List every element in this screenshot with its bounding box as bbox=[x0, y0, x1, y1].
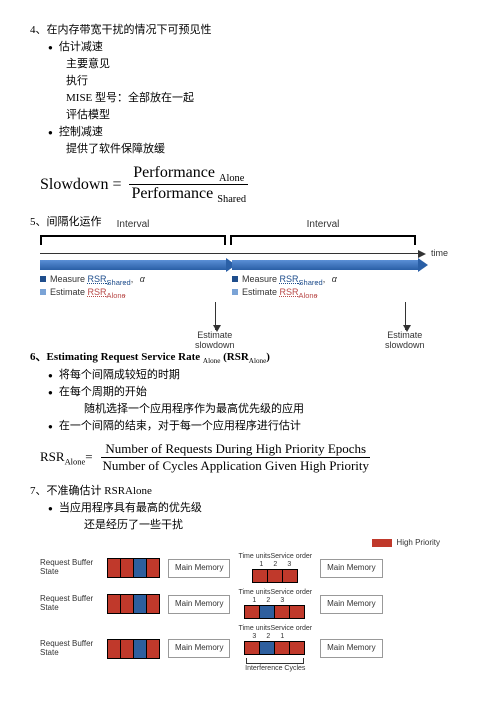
slow-label-1: Estimate slowdown bbox=[185, 330, 245, 350]
row-label: Request Buffer State bbox=[40, 595, 100, 613]
buffer-row: Request Buffer State Main Memory Time unit… bbox=[40, 553, 440, 583]
sec5-title: 5、间隔化运作 bbox=[30, 213, 470, 229]
interval-diagram: Interval Interval time Measure RSRShared… bbox=[40, 235, 420, 342]
rsr-formula: RSRAlone= Number of Requests During High… bbox=[40, 441, 470, 474]
buffer-row: Request Buffer State Main Memory Time unit… bbox=[40, 589, 440, 619]
memory-box: Main Memory bbox=[168, 639, 230, 658]
sec4-title: 4、在内存带宽干扰的情况下可预见性 bbox=[30, 21, 470, 37]
sec7-item: 当应用程序具有最高的优先级 bbox=[30, 499, 470, 515]
time-label: time bbox=[431, 248, 448, 258]
memory-box: Main Memory bbox=[168, 595, 230, 614]
memory-box: Main Memory bbox=[320, 559, 382, 578]
sec6-item-1: 在每个周期的开始 bbox=[30, 383, 470, 399]
sec7-subitem: 还是经历了一些干扰 bbox=[30, 516, 470, 532]
sec6-item-0: 将每个间隔成较短的时期 bbox=[30, 366, 470, 382]
sec4-item-1-sub0: 提供了软件保障放缓 bbox=[30, 140, 470, 156]
measure-col-1: Measure RSRShared, α Estimate RSRAlone bbox=[40, 274, 228, 300]
mid-col: Time unitsService order123 bbox=[238, 589, 312, 619]
formula-lhs: Slowdown = bbox=[40, 176, 121, 194]
interference-label: Interference Cycles bbox=[245, 665, 305, 672]
sec4-item-0-sub2: MISE 型号：全部放在一起 bbox=[30, 89, 470, 105]
memory-box: Main Memory bbox=[168, 559, 230, 578]
buffer-state bbox=[108, 558, 160, 578]
sec4-item-0-sub1: 执行 bbox=[30, 72, 470, 88]
measure-col-2: Measure RSRShared, α Estimate RSRAlone bbox=[232, 274, 420, 300]
high-priority-swatch bbox=[372, 539, 392, 547]
interval-label-2: Interval bbox=[307, 219, 340, 230]
interval-label-1: Interval bbox=[117, 219, 150, 230]
memory-box: Main Memory bbox=[320, 639, 382, 658]
buffer-state bbox=[108, 594, 160, 614]
memory-box: Main Memory bbox=[320, 595, 382, 614]
buffer-diagram: High Priority Request Buffer State Main M… bbox=[40, 538, 440, 672]
mid-col: Time unitsService order321Interference C… bbox=[238, 625, 312, 672]
mid-col: Time unitsService order123 bbox=[238, 553, 312, 583]
slow-label-2: Estimate slowdown bbox=[375, 330, 435, 350]
buffer-state bbox=[108, 639, 160, 659]
row-label: Request Buffer State bbox=[40, 559, 100, 577]
sec6-title: 6、Estimating Request Service Rate Alone … bbox=[30, 348, 470, 365]
row-label: Request Buffer State bbox=[40, 640, 100, 658]
sec4-item-0-sub0: 主要意见 bbox=[30, 55, 470, 71]
sec7-title: 7、不准确估计 RSRAlone bbox=[30, 482, 470, 498]
legend-label: High Priority bbox=[396, 538, 440, 547]
sec4-item-0: 估计减速 bbox=[30, 38, 470, 54]
sec6-subitem: 随机选择一个应用程序作为最高优先级的应用 bbox=[30, 400, 470, 416]
buffer-row: Request Buffer State Main Memory Time unit… bbox=[40, 625, 440, 672]
sec6-item-2: 在一个间隔的结束，对于每一个应用程序进行估计 bbox=[30, 417, 470, 433]
sec4-item-1: 控制减速 bbox=[30, 123, 470, 139]
slowdown-formula: Slowdown = Performance Alone Performance… bbox=[40, 164, 470, 205]
sec4-item-0-sub3: 评估模型 bbox=[30, 106, 470, 122]
